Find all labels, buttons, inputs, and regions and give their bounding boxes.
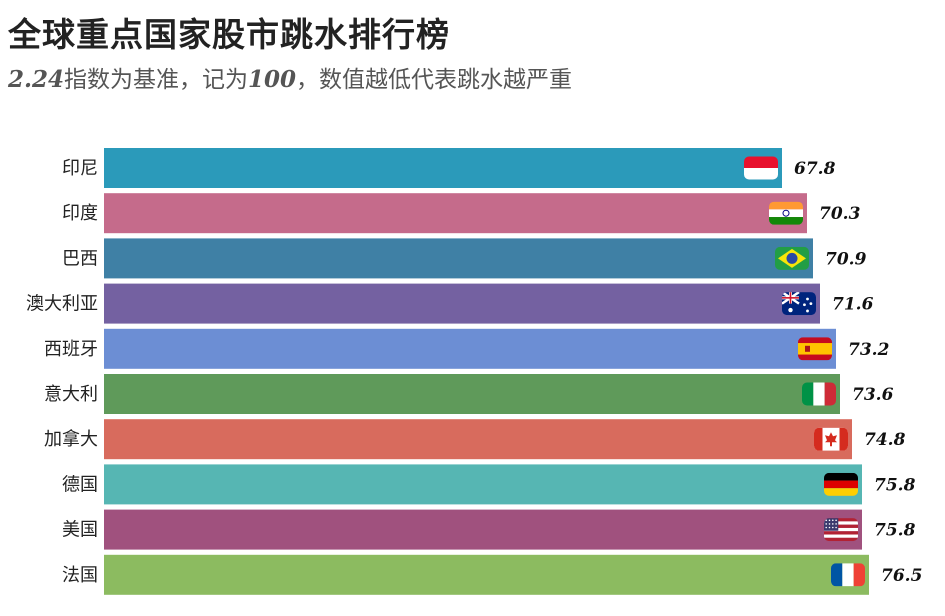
chart-subtitle: 2.24指数为基准，记为100，数值越低代表跳水越严重: [8, 60, 572, 94]
canada-flag: [814, 427, 848, 451]
bar: [104, 283, 820, 324]
bar: [104, 328, 836, 369]
value-label: 75.8: [874, 475, 916, 495]
value-label: 70.9: [825, 249, 867, 269]
australia-flag: [782, 292, 816, 316]
value-label: 67.8: [794, 159, 836, 179]
category-label: 法国: [62, 565, 98, 586]
value-label: 71.6: [832, 295, 874, 315]
value-label: 73.2: [848, 340, 890, 360]
indonesia-flag: [744, 156, 778, 180]
italy-flag: [802, 382, 836, 406]
bar: [104, 554, 869, 595]
value-label: 75.8: [874, 521, 916, 541]
india-flag: [769, 201, 803, 225]
bar: [104, 238, 813, 279]
category-label: 美国: [62, 520, 98, 541]
bar: [104, 464, 862, 505]
value-label: 73.6: [852, 385, 894, 405]
bar-row: 加拿大 74.8: [44, 419, 906, 460]
subtitle-text-end: ，数值越低代表跳水越严重: [296, 67, 573, 93]
subtitle-text-mid: 指数为基准，记为: [64, 67, 249, 93]
bar-row: 美国 75.8: [62, 509, 916, 550]
bar: [104, 148, 782, 188]
category-label: 印度: [62, 203, 98, 224]
brazil-flag: [775, 246, 809, 270]
value-label: 70.3: [819, 204, 861, 224]
chart-title: 全球重点国家股市跳水排行榜: [8, 15, 450, 54]
category-label: 西班牙: [44, 339, 98, 360]
bar-row: 巴西 70.9: [62, 238, 867, 279]
bar-row: 印尼 67.8: [62, 148, 836, 188]
bar-row: 意大利 73.6: [44, 374, 894, 414]
bar-row: 西班牙 73.2: [44, 328, 890, 369]
bar-row: 澳大利亚 71.6: [26, 283, 874, 324]
bar: [104, 193, 807, 234]
category-label: 加拿大: [44, 428, 98, 450]
value-label: 74.8: [864, 430, 906, 450]
bar-row: 印度 70.3: [62, 193, 861, 234]
category-label: 印尼: [62, 158, 98, 179]
category-label: 澳大利亚: [26, 294, 98, 315]
germany-flag: [824, 472, 858, 496]
value-label: 76.5: [881, 566, 922, 586]
spain-flag: [798, 337, 832, 361]
bar-row: 德国 75.8: [62, 464, 916, 505]
bar: [104, 374, 840, 414]
bar-row: 法国 76.5: [62, 554, 922, 595]
category-label: 巴西: [62, 248, 98, 269]
usa-flag: [824, 518, 858, 542]
category-label: 意大利: [44, 384, 98, 405]
bar: [104, 509, 862, 550]
subtitle-base-value: 100: [248, 66, 297, 93]
category-label: 德国: [62, 474, 98, 495]
bar: [104, 419, 852, 460]
france-flag: [831, 563, 865, 587]
subtitle-base-date: 2.24: [8, 66, 65, 93]
